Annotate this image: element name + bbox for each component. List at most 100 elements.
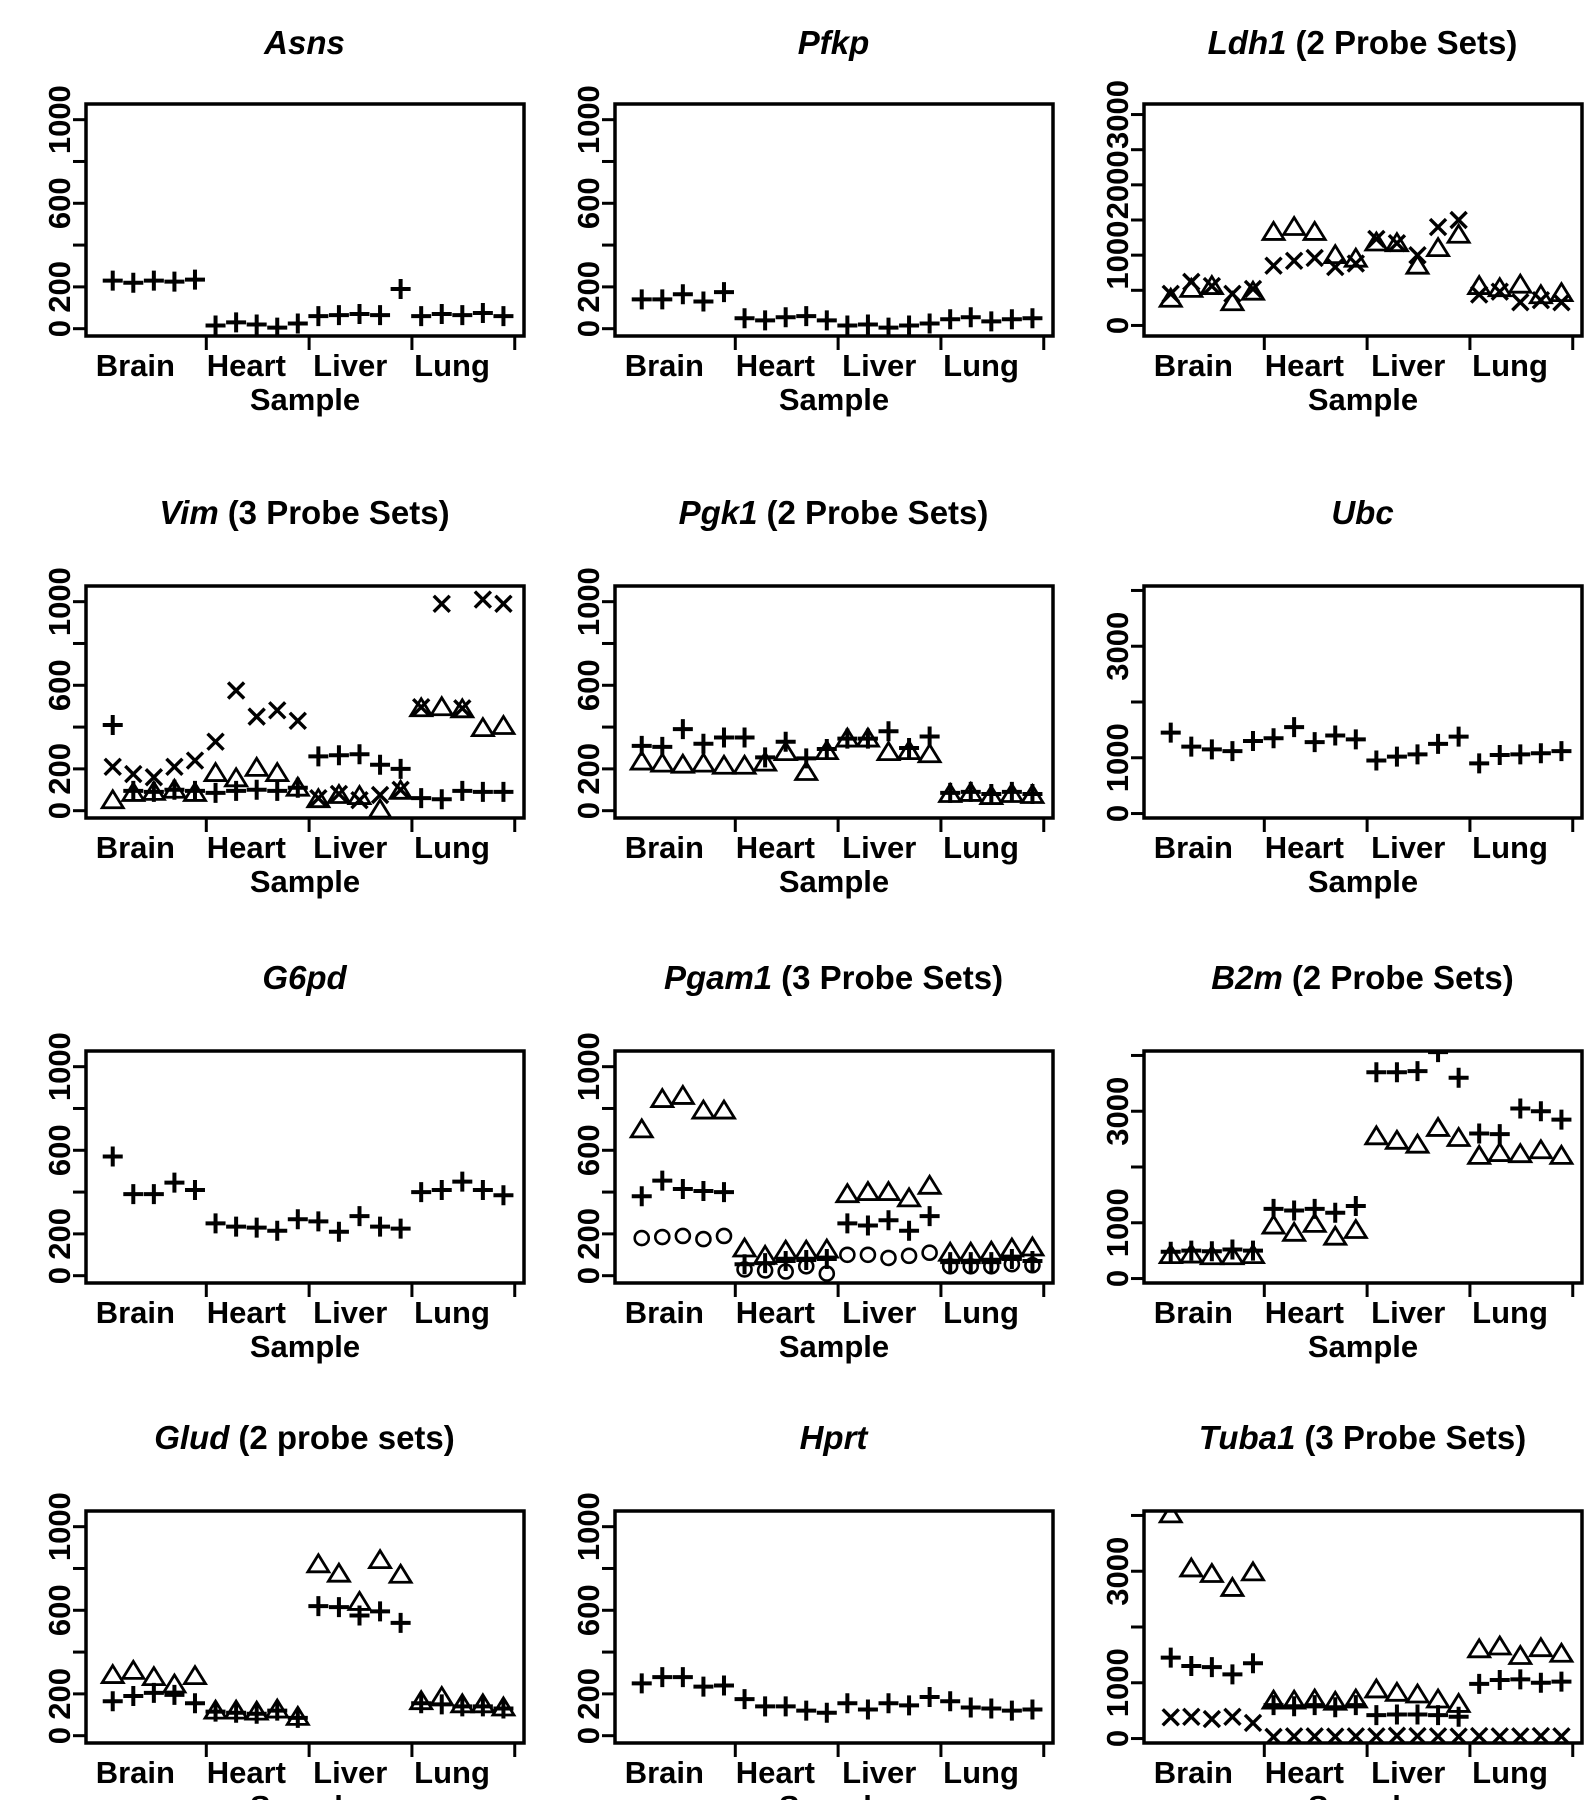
data-point-plus — [370, 754, 391, 775]
data-point-plus — [370, 1601, 391, 1622]
data-point-triangle — [367, 1547, 394, 1570]
data-point-x — [1490, 1727, 1509, 1742]
data-point-plus — [349, 1206, 370, 1227]
data-point-plus — [1181, 1240, 1202, 1261]
data-point-plus — [102, 1146, 123, 1167]
x-category-label: Liver — [842, 348, 916, 383]
data-point-plus — [1530, 743, 1551, 764]
data-point-plus — [1551, 741, 1572, 762]
data-point-plus — [287, 1707, 308, 1728]
data-point-plus — [693, 1181, 714, 1202]
data-point-plus — [1304, 732, 1325, 753]
data-point-plus — [693, 291, 714, 312]
gene-name: Ldh1 — [1207, 24, 1287, 61]
data-point-plus — [878, 1693, 899, 1714]
plot-box — [613, 1049, 1055, 1285]
data-point-x — [1202, 276, 1222, 296]
x-category-label: Heart — [1265, 1755, 1344, 1790]
data-points-layer — [631, 282, 1043, 335]
data-point-triangle — [387, 1562, 414, 1584]
data-points-layer — [102, 269, 514, 335]
x-category-label: Liver — [313, 348, 387, 383]
data-point-plus — [349, 744, 370, 765]
data-point-plus — [1304, 1198, 1325, 1219]
data-point-plus — [1325, 1697, 1346, 1718]
data-point-triangle — [1363, 1124, 1390, 1146]
gene-name: Hprt — [799, 1419, 868, 1456]
y-tick-label: 0 — [1100, 317, 1135, 334]
data-point-triangle — [1198, 1561, 1225, 1583]
data-point-plus — [981, 311, 1002, 332]
data-point-plus — [1345, 1196, 1366, 1217]
data-point-plus — [184, 1179, 205, 1200]
series-probe-set-3 — [633, 1227, 1041, 1282]
data-point-plus — [287, 777, 308, 798]
data-point-x — [1202, 1709, 1222, 1729]
data-point-plus — [1242, 1653, 1263, 1674]
data-point-plus — [452, 305, 473, 326]
data-point-triangle — [1486, 1634, 1513, 1656]
data-point-x — [411, 698, 431, 717]
data-point-plus — [652, 736, 673, 757]
data-point-triangle — [1239, 279, 1266, 301]
data-point-plus — [631, 1673, 652, 1694]
data-point-triangle — [368, 797, 392, 817]
data-point-triangle — [1383, 1680, 1410, 1702]
data-point-plus — [857, 1699, 878, 1720]
data-point-x — [1469, 1726, 1489, 1742]
data-point-plus — [308, 306, 329, 327]
data-point-x — [1428, 217, 1448, 237]
data-point-plus — [775, 731, 796, 752]
data-point-plus — [1222, 1239, 1243, 1260]
data-point-triangle — [649, 1086, 676, 1108]
y-tick-label: 0 — [571, 320, 606, 337]
plot-title: Ldh1 (2 Probe Sets) — [1098, 24, 1587, 62]
data-point-x — [329, 784, 349, 804]
data-point-plus — [370, 1216, 391, 1237]
y-tick-label: 1000 — [1100, 221, 1135, 290]
y-tick-label: 600 — [42, 1124, 77, 1176]
x-category-label: Liver — [1371, 1755, 1445, 1790]
series-probe-set-1 — [631, 282, 1043, 335]
scatter-plot-vim: 0 200 600 1000 Brain Heart Liver Lung Sample — [42, 567, 526, 899]
data-point-plus — [164, 779, 185, 800]
data-point-triangle — [1548, 1641, 1575, 1663]
data-point-plus — [205, 1213, 226, 1234]
data-point-triangle — [649, 751, 676, 773]
data-point-plus — [857, 728, 878, 749]
data-point-circle — [818, 1265, 836, 1282]
data-point-x — [165, 757, 184, 776]
data-point-triangle — [690, 751, 717, 773]
y-tick-label: 200 — [571, 1668, 606, 1720]
data-point-plus — [328, 745, 349, 766]
series-probe-set-2 — [1160, 1647, 1572, 1727]
data-point-plus — [431, 1694, 452, 1715]
data-point-x — [124, 764, 143, 784]
data-point-plus — [1345, 729, 1366, 750]
data-point-triangle — [1527, 1636, 1554, 1658]
plot-box — [613, 1509, 1055, 1745]
data-point-plus — [1489, 1669, 1510, 1690]
data-point-plus — [1181, 736, 1202, 757]
data-point-circle — [962, 1257, 980, 1275]
data-point-plus — [205, 1701, 226, 1722]
data-point-triangle — [1219, 1575, 1246, 1597]
series-probe-set-3 — [102, 714, 514, 810]
data-point-x — [1305, 248, 1324, 268]
x-axis-label: Sample — [250, 382, 360, 417]
scatter-plot-pgk1: 0 200 600 1000 Brain Heart Liver Lung Sample — [571, 567, 1055, 899]
data-point-x — [1552, 1727, 1571, 1742]
data-points-layer — [631, 1667, 1043, 1723]
y-tick-label: 3000 — [1100, 80, 1135, 149]
data-point-plus — [1448, 1706, 1469, 1727]
data-point-plus — [1510, 744, 1531, 765]
data-point-triangle — [1383, 1128, 1410, 1150]
data-point-triangle — [1363, 230, 1390, 252]
data-point-circle — [1003, 1255, 1021, 1273]
data-point-triangle — [793, 759, 820, 781]
x-axis-label: Sample — [779, 1329, 889, 1364]
data-point-triangle — [264, 760, 291, 782]
data-point-plus — [1407, 1704, 1428, 1725]
y-tick-label: 3000 — [1100, 612, 1135, 681]
gene-name: Ubc — [1331, 494, 1394, 531]
